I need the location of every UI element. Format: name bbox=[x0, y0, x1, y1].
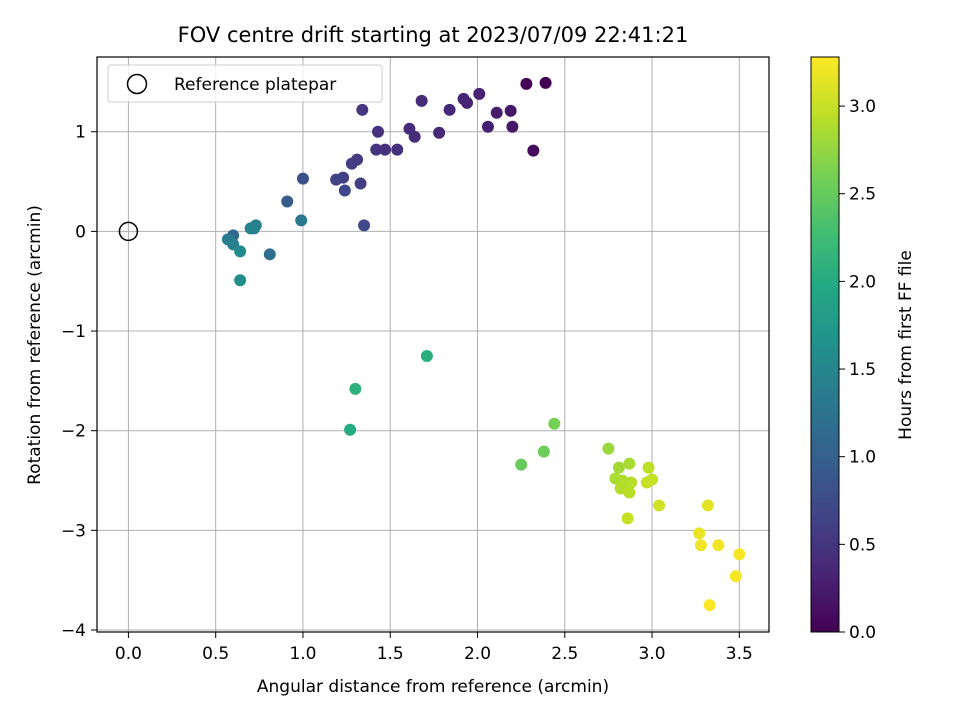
colorbar-tick-label: 0.0 bbox=[849, 623, 876, 643]
data-point bbox=[344, 423, 357, 436]
data-point bbox=[356, 103, 369, 116]
data-point bbox=[703, 599, 716, 612]
data-point bbox=[515, 458, 528, 471]
data-point bbox=[623, 486, 636, 499]
x-axis-ticks: 0.0 0.5 1.0 1.5 2.0 2.5 3.0 3.5 bbox=[115, 632, 753, 664]
x-tick-label: 0.0 bbox=[115, 644, 142, 664]
colorbar-tick-label: 3.0 bbox=[849, 97, 876, 117]
data-point bbox=[640, 476, 653, 489]
legend-label-reference-platepar: Reference platepar bbox=[174, 75, 336, 95]
data-point bbox=[537, 445, 550, 458]
data-point bbox=[548, 417, 561, 430]
data-point bbox=[263, 248, 276, 261]
data-point bbox=[504, 104, 517, 117]
data-point bbox=[729, 570, 742, 583]
plot-frame bbox=[96, 56, 770, 633]
data-point bbox=[349, 382, 362, 395]
data-point bbox=[701, 499, 714, 512]
data-point bbox=[642, 461, 655, 474]
data-point bbox=[539, 76, 552, 89]
y-tick-label: −3 bbox=[61, 521, 86, 541]
data-point bbox=[527, 144, 540, 157]
data-point bbox=[295, 214, 308, 227]
colorbar-tick-label: 2.5 bbox=[849, 185, 876, 205]
data-point bbox=[443, 103, 456, 116]
data-point bbox=[433, 126, 446, 139]
data-point bbox=[733, 548, 746, 561]
x-axis-label: Angular distance from reference (arcmin) bbox=[257, 677, 609, 697]
data-point bbox=[372, 125, 385, 138]
data-point bbox=[391, 143, 404, 156]
colorbar-ticks: 0.0 0.5 1.0 1.5 2.0 2.5 3.0 bbox=[839, 97, 876, 643]
x-tick-label: 3.0 bbox=[639, 644, 666, 664]
data-point bbox=[602, 442, 615, 455]
data-point bbox=[623, 457, 636, 470]
y-tick-label: −2 bbox=[61, 422, 86, 442]
data-point bbox=[712, 539, 725, 552]
colorbar-tick-label: 0.5 bbox=[849, 535, 876, 555]
x-tick-label: 1.5 bbox=[377, 644, 404, 664]
y-axis-ticks: −4 −3 −2 −1 0 1 bbox=[61, 123, 97, 641]
reference-platepar-marker bbox=[118, 221, 139, 242]
data-point bbox=[420, 349, 433, 362]
x-tick-label: 1.0 bbox=[289, 644, 316, 664]
data-point bbox=[490, 106, 503, 119]
legend-box bbox=[107, 64, 383, 103]
data-point bbox=[354, 177, 367, 190]
data-point bbox=[693, 527, 706, 540]
data-point bbox=[473, 87, 486, 100]
chart-title: FOV centre drift starting at 2023/07/09 … bbox=[178, 23, 689, 47]
x-tick-label: 0.5 bbox=[202, 644, 229, 664]
data-point bbox=[345, 157, 358, 170]
colorbar-label: Hours from first FF file bbox=[896, 250, 916, 440]
data-point bbox=[625, 476, 638, 489]
data-point bbox=[234, 245, 247, 258]
y-tick-label: 1 bbox=[75, 123, 86, 143]
data-point bbox=[653, 499, 666, 512]
data-point bbox=[379, 143, 391, 156]
y-tick-label: −1 bbox=[61, 322, 86, 342]
y-tick-label: 0 bbox=[75, 222, 86, 242]
legend-open-circle-marker bbox=[126, 73, 148, 95]
legend: Reference platepar bbox=[107, 64, 383, 103]
colorbar-tick-label: 2.0 bbox=[849, 272, 876, 292]
data-point bbox=[506, 120, 519, 133]
y-axis-label: Rotation from reference (arcmin) bbox=[25, 205, 45, 485]
data-point bbox=[481, 120, 494, 133]
colorbar-tick-label: 1.0 bbox=[849, 448, 876, 468]
data-point bbox=[281, 195, 294, 208]
grid bbox=[97, 57, 769, 632]
x-tick-label: 2.5 bbox=[551, 644, 578, 664]
data-point bbox=[358, 219, 371, 232]
data-point bbox=[415, 94, 428, 107]
data-point bbox=[370, 143, 383, 156]
colorbar-gradient bbox=[810, 56, 840, 633]
data-point bbox=[234, 274, 247, 287]
y-tick-label: −4 bbox=[61, 621, 86, 641]
data-point bbox=[403, 122, 416, 135]
x-tick-label: 2.0 bbox=[464, 644, 491, 664]
x-tick-label: 3.5 bbox=[726, 644, 753, 664]
data-point bbox=[612, 461, 625, 474]
data-point bbox=[244, 222, 257, 235]
colorbar-tick-label: 1.5 bbox=[849, 360, 876, 380]
data-point bbox=[621, 512, 634, 525]
data-point bbox=[338, 184, 351, 197]
data-point bbox=[520, 77, 533, 90]
colorbar: 0.0 0.5 1.0 1.5 2.0 2.5 3.0 Hours from first F… bbox=[810, 56, 916, 643]
data-point bbox=[296, 172, 309, 185]
data-point bbox=[330, 173, 343, 186]
data-points bbox=[221, 76, 746, 612]
data-point bbox=[694, 539, 707, 552]
data-point bbox=[457, 92, 470, 105]
